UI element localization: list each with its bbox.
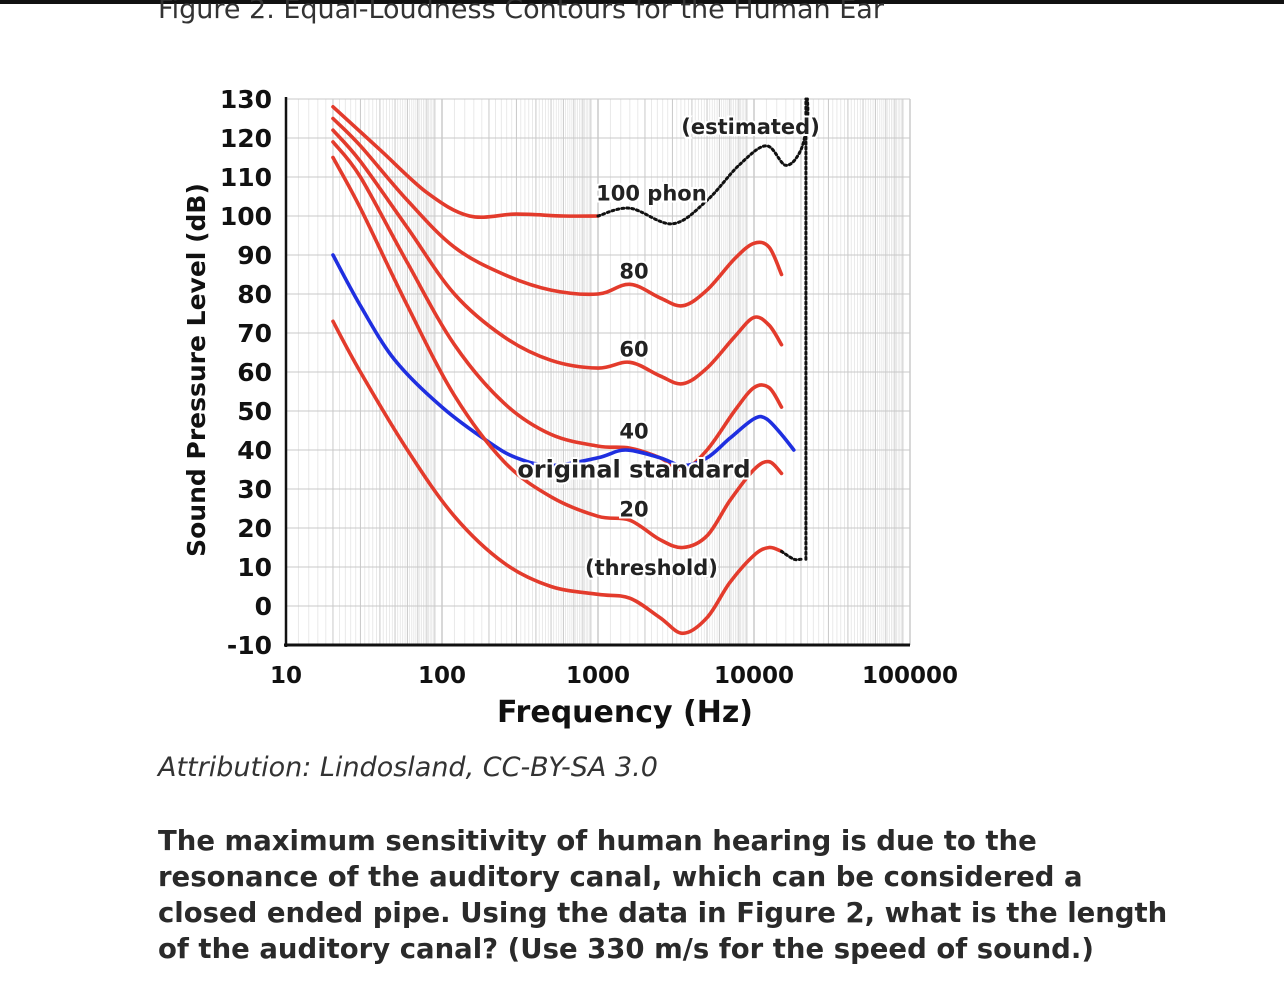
series-line-3 xyxy=(331,128,784,386)
series-lines xyxy=(331,97,810,636)
y-tick-label: 130 xyxy=(220,85,272,114)
annotation-label-1: 100 phon xyxy=(596,181,707,205)
y-tick-label: 10 xyxy=(237,553,272,582)
x-tick-label: 1000 xyxy=(566,663,630,689)
y-tick-label: 70 xyxy=(237,319,272,348)
y-tick-label: 120 xyxy=(220,124,272,153)
curve-annotations: (estimated) 100 phon 80 60 40 original standa… xyxy=(515,113,821,582)
axes xyxy=(284,97,910,647)
series-line-6 xyxy=(331,155,784,550)
y-tick-label: 20 xyxy=(237,514,272,543)
x-tick-label: 100000 xyxy=(862,663,958,689)
x-tick-label: 100 xyxy=(418,663,466,689)
series-line-8 xyxy=(780,549,803,562)
annotation-label-6: 20 xyxy=(619,497,648,521)
annotation-label-4: 40 xyxy=(619,419,648,443)
series-line-2 xyxy=(331,116,784,308)
y-tick-label: 30 xyxy=(237,475,272,504)
series-line-5 xyxy=(331,253,796,468)
y-tick-label: 110 xyxy=(220,163,272,192)
y-tick-label: 80 xyxy=(237,280,272,309)
y-tick-label: 90 xyxy=(237,241,272,270)
y-tick-label: 40 xyxy=(237,436,272,465)
x-axis-label: Frequency (Hz) xyxy=(497,695,753,730)
series-line-7 xyxy=(331,319,784,636)
question-text: The maximum sensitivity of human hearing… xyxy=(158,825,1168,965)
figure-attribution: Attribution: Lindosland, CC-BY-SA 3.0 xyxy=(158,752,658,783)
annotation-label-7: (threshold) xyxy=(585,556,718,580)
annotation-label-5: original standard xyxy=(517,455,750,483)
top-rule xyxy=(0,0,1284,4)
series-line-0 xyxy=(331,105,600,220)
x-tick-label: 10000 xyxy=(714,663,794,689)
annotation-label-3: 60 xyxy=(619,337,648,361)
y-axis-label: Sound Pressure Level (dB) xyxy=(182,183,211,557)
y-tick-label: -10 xyxy=(227,631,272,660)
figure-title: Figure 2. Equal-Loudness Contours for th… xyxy=(158,0,884,25)
y-tick-label: 100 xyxy=(220,202,272,231)
x-tick-label: 10 xyxy=(270,663,302,689)
annotation-label-0: (estimated) xyxy=(681,115,820,139)
annotation-label-2: 80 xyxy=(619,259,648,283)
tick-labels: -10 0 10 20 30 40 50 60 70 80 90 100 110 120 130 10 100 1… xyxy=(220,85,958,689)
series-line-4 xyxy=(331,140,784,472)
y-tick-label: 50 xyxy=(237,397,272,426)
y-tick-label: 60 xyxy=(237,358,272,387)
y-tick-label: 0 xyxy=(255,592,272,621)
